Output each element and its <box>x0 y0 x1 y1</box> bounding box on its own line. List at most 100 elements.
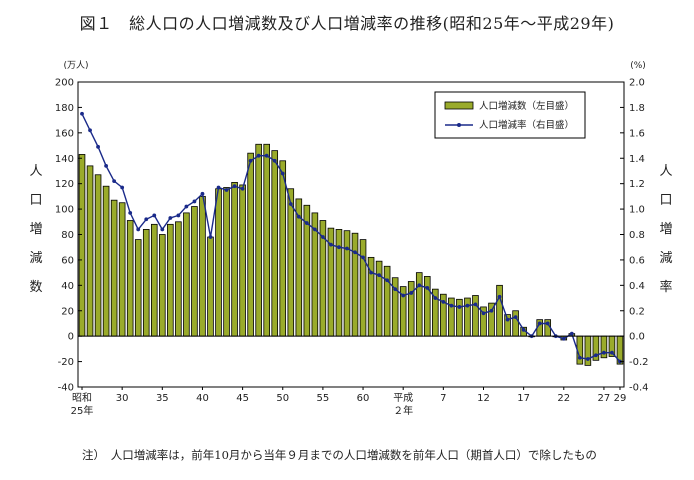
right-axis-title-char: 減 <box>659 250 672 266</box>
bar <box>287 188 295 337</box>
x-tick-label: 22 <box>557 393 570 404</box>
bar <box>239 184 246 337</box>
rate-point <box>152 213 157 218</box>
x-tick-label-line2: 25年 <box>71 404 94 417</box>
rate-point <box>264 153 269 158</box>
rate-point <box>160 227 165 232</box>
bar <box>199 195 206 337</box>
x-tick-label: 7 <box>440 393 446 404</box>
x-tick-label: 35 <box>156 393 169 404</box>
bar <box>94 174 102 337</box>
bar <box>126 220 134 337</box>
rate-point <box>288 202 293 206</box>
rate-point <box>96 144 100 149</box>
rate-point <box>585 357 590 361</box>
rate-point <box>433 296 438 300</box>
right-tick-label: 0.8 <box>629 230 645 241</box>
right-tick-label: 1.2 <box>629 179 645 190</box>
right-tick-label: -0.4 <box>629 383 649 394</box>
right-unit: (%) <box>630 61 646 71</box>
bar <box>231 181 238 337</box>
x-tick-label: 昭和 <box>72 392 92 404</box>
footnote: 注） 人口増減率は，前年10月から当年９月までの人口増減数を前年人口（期首人口）… <box>82 448 597 462</box>
right-tick-label: 1.0 <box>629 205 645 216</box>
left-tick-label: 180 <box>55 103 74 114</box>
rate-point <box>465 303 470 308</box>
right-tick-label: 1.4 <box>629 154 645 165</box>
right-tick-label: 0.0 <box>629 332 645 343</box>
rate-point <box>473 302 478 307</box>
rate-point <box>296 214 301 219</box>
rate-point <box>521 327 526 332</box>
left-axis-title-char: 人 <box>29 164 42 179</box>
right-tick-label: 1.6 <box>629 128 645 139</box>
rate-point <box>569 331 574 336</box>
rate-point <box>369 270 373 275</box>
bar-series <box>78 143 624 366</box>
bar <box>375 260 383 337</box>
right-tick-label: 0.6 <box>629 255 645 266</box>
rate-point <box>280 171 285 176</box>
left-axis-title-char: 増 <box>29 222 42 237</box>
bar <box>464 297 471 337</box>
x-tick-label: 27 <box>598 393 611 404</box>
left-tick-label: -40 <box>58 383 74 394</box>
rate-point <box>337 245 341 250</box>
bar <box>295 198 303 337</box>
x-tick-label: 55 <box>317 393 330 404</box>
right-tick-label: 2.0 <box>629 78 645 89</box>
right-axis-title-char: 増 <box>659 222 672 237</box>
bar <box>86 165 94 337</box>
bar <box>496 284 503 337</box>
left-tick-label: 0 <box>68 332 74 343</box>
rate-point <box>272 158 277 163</box>
x-tick-label: 30 <box>116 393 129 404</box>
right-axis-title-char: 口 <box>659 193 672 208</box>
rate-point <box>409 291 414 295</box>
rate-point <box>232 184 237 189</box>
rate-point <box>192 199 197 204</box>
bar <box>118 202 126 337</box>
right-axis-title-char: 人 <box>659 164 672 179</box>
bar <box>134 239 142 337</box>
x-tick-label: 60 <box>357 393 370 404</box>
bar <box>110 199 118 337</box>
bar <box>78 154 86 337</box>
rate-point <box>176 213 181 218</box>
x-tick-label: 12 <box>477 393 490 404</box>
bar <box>448 297 455 337</box>
left-tick-label: 40 <box>61 281 74 292</box>
right-tick-label: 0.2 <box>629 306 645 317</box>
rate-point <box>128 210 133 215</box>
rate-point <box>329 242 333 247</box>
right-tick-label: -0.2 <box>629 357 649 368</box>
left-tick-label: 20 <box>61 306 74 317</box>
legend-box <box>434 91 586 139</box>
legend-bar-swatch <box>444 101 474 110</box>
rate-point <box>577 355 582 360</box>
left-unit: (万人) <box>63 60 88 71</box>
rate-point <box>561 336 566 341</box>
rate-point <box>457 305 462 309</box>
rate-point <box>361 255 365 260</box>
bar <box>183 212 190 337</box>
bar <box>383 265 391 337</box>
rate-point <box>144 217 149 222</box>
x-tick-label: 17 <box>517 393 530 404</box>
rate-point <box>320 235 325 239</box>
rate-point <box>393 287 398 292</box>
left-tick-label: 200 <box>55 78 74 89</box>
legend-bar-label: 人口増減数（左目盛） <box>479 100 574 112</box>
bar <box>150 223 158 337</box>
rate-point <box>208 235 213 239</box>
rate-point <box>248 158 253 163</box>
x-tick-label: 40 <box>196 393 209 404</box>
rate-point <box>385 278 390 283</box>
axes: 200180160140120100806040200-20-402.01.81… <box>29 60 672 417</box>
rate-point <box>312 227 317 232</box>
left-tick-label: 140 <box>55 154 74 165</box>
rate-point <box>449 303 454 308</box>
bar <box>512 310 519 337</box>
legend-line-label: 人口増減率（右目盛） <box>479 119 574 131</box>
rate-point <box>136 227 141 232</box>
